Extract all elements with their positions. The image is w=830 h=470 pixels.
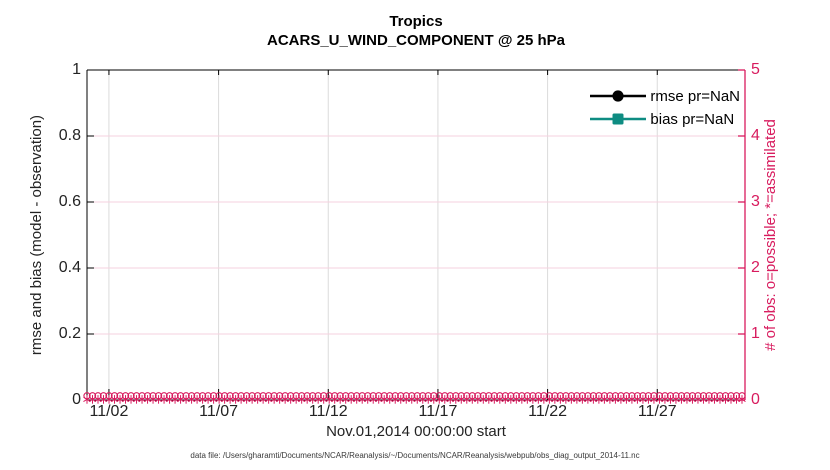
legend-circle-marker-icon xyxy=(612,90,624,102)
legend: rmse pr=NaN bias pr=NaN xyxy=(590,85,740,130)
x-tick-label: 11/02 xyxy=(89,403,129,420)
left-y-axis-label: rmse and bias (model - observation) xyxy=(28,114,45,356)
x-tick-label: 11/27 xyxy=(637,403,677,420)
left-y-tick-label: 0.2 xyxy=(58,325,81,342)
right-y-tick-label: 1 xyxy=(751,325,760,342)
chart-title-region: Tropics xyxy=(389,13,443,30)
left-y-tick-label: 0.6 xyxy=(58,193,81,210)
left-y-tick-label: 0.8 xyxy=(58,127,81,144)
left-y-tick-label: 0.4 xyxy=(58,259,81,276)
legend-item-bias: bias pr=NaN xyxy=(590,108,740,130)
chart-title-variable: ACARS_U_WIND_COMPONENT @ 25 hPa xyxy=(266,32,565,49)
right-y-tick-label: 0 xyxy=(751,391,760,408)
x-tick-label: 11/12 xyxy=(308,403,348,420)
obs-assimilated-marker xyxy=(738,396,746,402)
rmse-line-marker-icon xyxy=(590,90,647,102)
right-y-tick-label: 5 xyxy=(751,61,760,78)
x-axis-label: Nov.01,2014 00:00:00 start xyxy=(326,423,506,440)
bias-line-marker-icon xyxy=(590,113,647,125)
right-y-axis-label: # of obs: o=possible; *=assimilated xyxy=(762,119,779,351)
data-file-path: data file: /Users/gharamti/Documents/NCA… xyxy=(190,451,640,460)
legend-label-bias: bias pr=NaN xyxy=(650,110,735,128)
right-y-tick-label: 2 xyxy=(751,259,760,276)
right-y-tick-label: 4 xyxy=(751,127,760,144)
right-y-tick-label: 3 xyxy=(751,193,760,210)
left-y-tick-label: 1 xyxy=(72,61,81,78)
x-tick-label: 11/22 xyxy=(528,403,568,420)
left-y-tick-label: 0 xyxy=(72,391,81,408)
chart-title: Tropics ACARS_U_WIND_COMPONENT @ 25 hPa xyxy=(87,12,745,50)
legend-item-rmse: rmse pr=NaN xyxy=(590,85,740,107)
legend-label-rmse: rmse pr=NaN xyxy=(650,87,740,105)
legend-square-marker-icon xyxy=(612,113,624,125)
x-tick-label: 11/17 xyxy=(418,403,458,420)
x-tick-label: 11/07 xyxy=(199,403,239,420)
